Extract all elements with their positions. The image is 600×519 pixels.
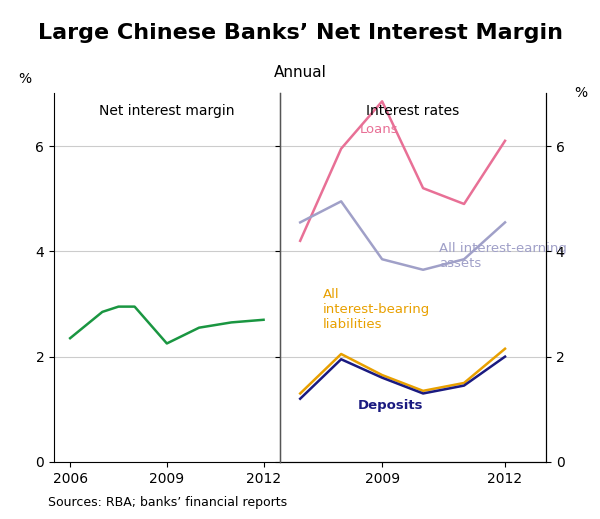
Text: Large Chinese Banks’ Net Interest Margin: Large Chinese Banks’ Net Interest Margin (37, 23, 563, 44)
Y-axis label: %: % (18, 72, 31, 86)
Y-axis label: %: % (574, 86, 587, 100)
Text: Annual: Annual (274, 65, 326, 80)
Text: Net interest margin: Net interest margin (99, 104, 235, 118)
Text: Loans: Loans (359, 123, 398, 136)
Text: Deposits: Deposits (358, 399, 423, 412)
Text: Sources: RBA; banks’ financial reports: Sources: RBA; banks’ financial reports (48, 496, 287, 509)
Text: All
interest-bearing
liabilities: All interest-bearing liabilities (323, 288, 430, 331)
Text: Interest rates: Interest rates (366, 104, 460, 118)
Text: All interest-earning
assets: All interest-earning assets (439, 242, 568, 270)
